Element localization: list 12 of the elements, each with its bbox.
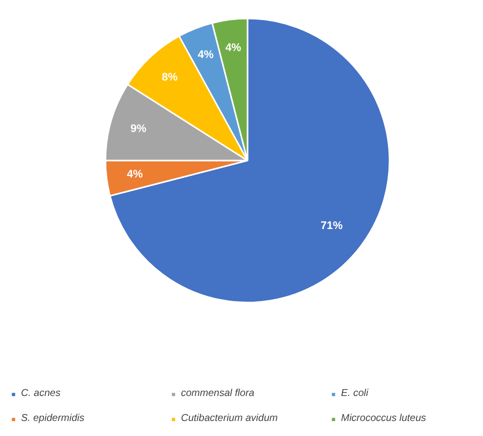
data-label: 71% bbox=[320, 220, 343, 232]
legend-label: Cutibacterium avidum bbox=[181, 413, 279, 424]
data-label: 4% bbox=[126, 168, 143, 181]
legend-label: S. epidermidis bbox=[21, 413, 86, 424]
legend-label: commensal flora bbox=[181, 388, 256, 399]
legend-label: E. coli bbox=[341, 388, 370, 399]
data-label: 9% bbox=[130, 122, 147, 135]
data-label: 8% bbox=[162, 72, 178, 84]
legend-label: C. acnes bbox=[21, 388, 62, 399]
legend-label: Micrococcus luteus bbox=[341, 413, 428, 424]
data-label: 4% bbox=[225, 42, 242, 54]
data-label: 4% bbox=[198, 48, 214, 61]
